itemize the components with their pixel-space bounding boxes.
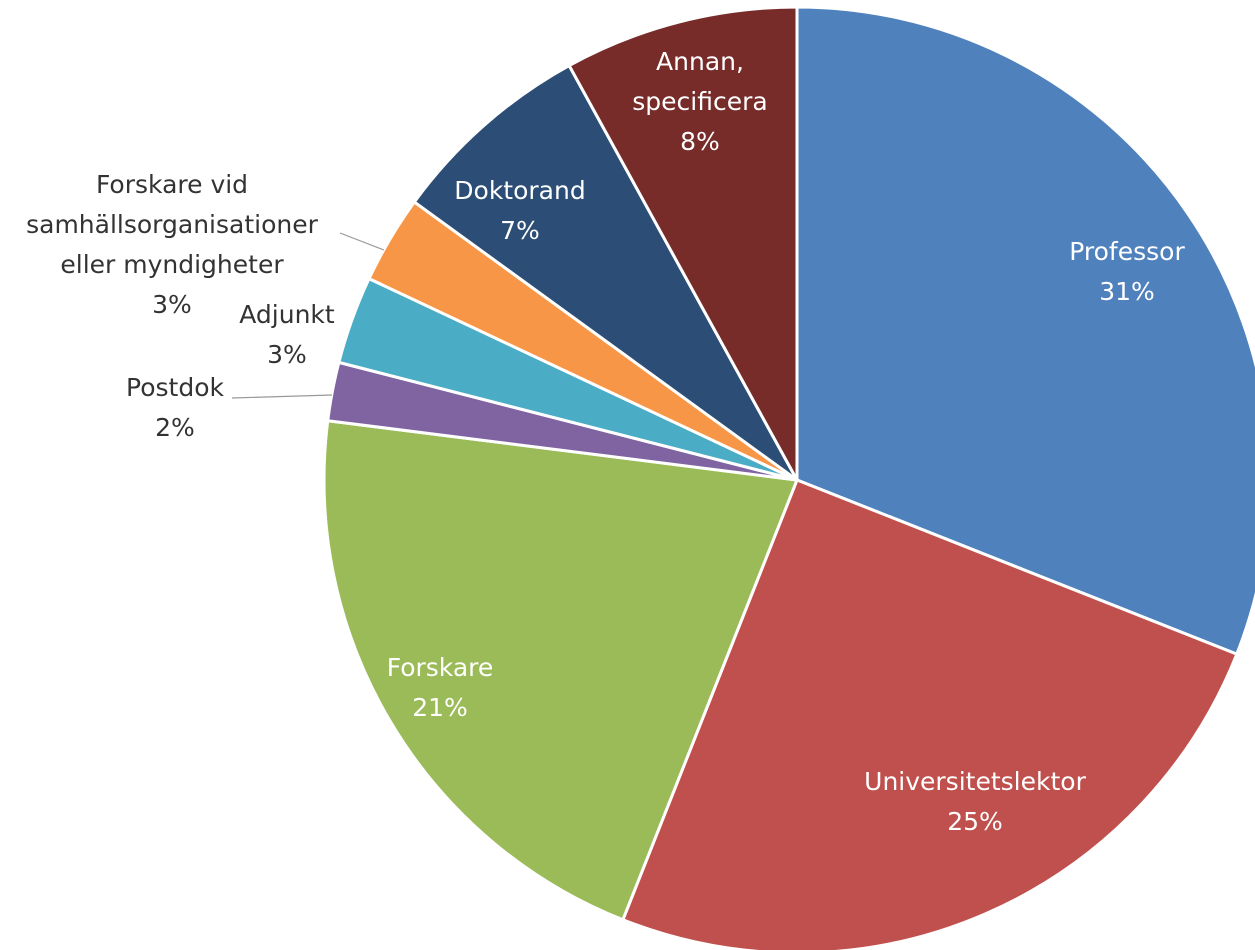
category-label: Annan, specificera <box>632 47 768 116</box>
value-label: 25% <box>947 807 1003 836</box>
value-label: 21% <box>412 693 468 722</box>
value-label: 3% <box>267 340 307 369</box>
category-label: Postdok <box>126 373 224 402</box>
category-label: Doktorand <box>454 176 586 205</box>
pie-slice <box>412 63 799 482</box>
slice-label: Doktorand 7% <box>420 171 620 251</box>
slice-label: Forskare vid samhällsorganisationer elle… <box>7 165 337 325</box>
slice-label: Professor 31% <box>1017 232 1237 312</box>
slice-label: Universitetslektor 25% <box>825 762 1125 842</box>
category-label: Universitetslektor <box>864 767 1086 796</box>
slice-label: Forskare 21% <box>340 648 540 728</box>
category-label: Forskare vid samhällsorganisationer elle… <box>26 170 318 279</box>
pie-slice <box>620 478 1239 950</box>
value-label: 31% <box>1099 277 1155 306</box>
value-label: 7% <box>500 216 540 245</box>
slice-label: Adjunkt 3% <box>217 295 357 375</box>
category-label: Forskare <box>386 653 494 682</box>
slice-label: Annan, specificera 8% <box>620 42 780 162</box>
category-label: Adjunkt <box>239 300 335 329</box>
pie-slice <box>567 5 799 481</box>
value-label: 3% <box>152 290 192 319</box>
leader-line <box>231 394 333 399</box>
pie-slice <box>322 419 800 922</box>
category-label: Professor <box>1069 237 1185 266</box>
leader-line <box>339 232 385 251</box>
value-label: 2% <box>155 413 195 442</box>
pie-slice <box>795 5 1255 657</box>
slice-label: Postdok 2% <box>95 368 255 448</box>
value-label: 8% <box>680 127 720 156</box>
